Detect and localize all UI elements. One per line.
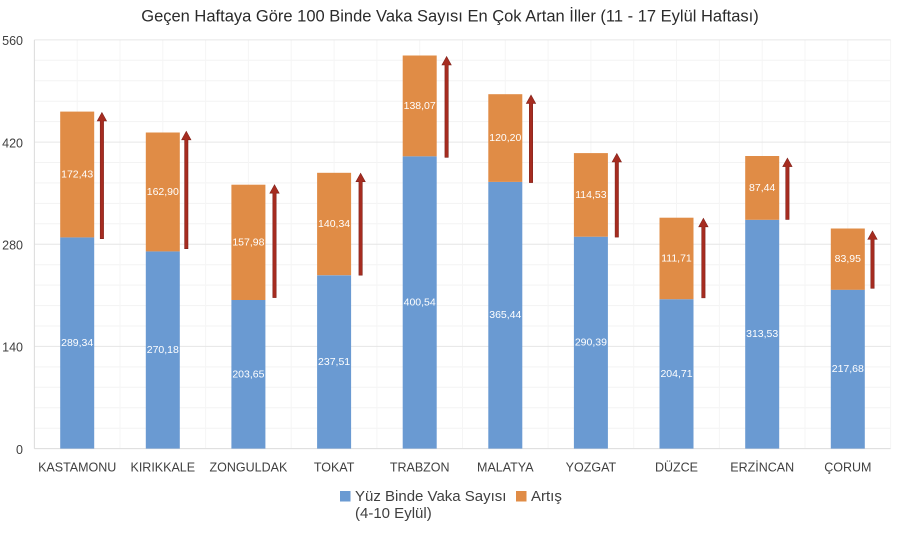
svg-text:138,07: 138,07 [404, 100, 436, 112]
svg-text:MALATYA: MALATYA [477, 461, 534, 475]
svg-text:111,71: 111,71 [661, 252, 692, 264]
svg-text:Yüz Binde Vaka Sayısı: Yüz Binde Vaka Sayısı [355, 488, 506, 505]
svg-text:ZONGULDAK: ZONGULDAK [210, 461, 288, 475]
svg-text:ERZİNCAN: ERZİNCAN [730, 461, 794, 475]
svg-text:203,65: 203,65 [232, 368, 264, 380]
svg-text:114,53: 114,53 [575, 189, 606, 201]
svg-text:140: 140 [2, 341, 23, 355]
svg-text:560: 560 [2, 34, 23, 48]
svg-text:KIRIKKALE: KIRIKKALE [130, 461, 195, 475]
svg-text:289,34: 289,34 [61, 337, 93, 349]
svg-text:Geçen Haftaya Göre 100 Binde V: Geçen Haftaya Göre 100 Binde Vaka Sayısı… [141, 7, 759, 26]
svg-text:237,51: 237,51 [318, 356, 350, 368]
svg-text:DÜZCE: DÜZCE [655, 461, 698, 475]
svg-text:290,39: 290,39 [575, 337, 607, 349]
svg-text:162,90: 162,90 [147, 186, 179, 198]
svg-text:YOZGAT: YOZGAT [566, 461, 617, 475]
svg-text:ÇORUM: ÇORUM [824, 461, 871, 475]
svg-text:(4-10 Eylül): (4-10 Eylül) [355, 505, 432, 522]
svg-text:420: 420 [2, 136, 23, 150]
svg-text:TRABZON: TRABZON [390, 461, 450, 475]
svg-text:313,53: 313,53 [746, 328, 778, 340]
svg-text:0: 0 [16, 443, 23, 457]
svg-text:365,44: 365,44 [489, 309, 521, 321]
svg-text:270,18: 270,18 [147, 344, 179, 356]
svg-text:157,98: 157,98 [232, 236, 264, 248]
svg-text:KASTAMONU: KASTAMONU [38, 461, 116, 475]
svg-text:140,34: 140,34 [318, 218, 350, 230]
svg-text:87,44: 87,44 [749, 182, 775, 194]
svg-text:217,68: 217,68 [832, 363, 864, 375]
svg-text:400,54: 400,54 [404, 296, 436, 308]
svg-text:TOKAT: TOKAT [314, 461, 355, 475]
svg-text:280: 280 [2, 239, 23, 253]
svg-text:172,43: 172,43 [61, 169, 93, 181]
svg-text:83,95: 83,95 [835, 253, 861, 265]
svg-text:Artış: Artış [531, 488, 562, 505]
svg-text:120,20: 120,20 [489, 132, 521, 144]
svg-text:204,71: 204,71 [660, 368, 692, 380]
